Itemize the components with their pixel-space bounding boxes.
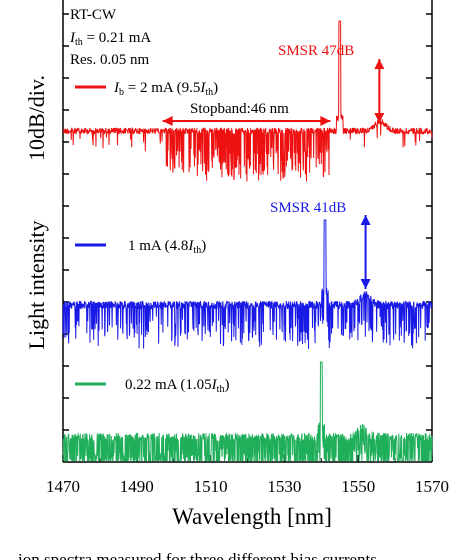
legend-label-blue: 1 mA (4.8Ith) (128, 238, 206, 256)
arrow-head (320, 116, 331, 126)
stopband-annotation: Stopband:46 nm (162, 101, 331, 126)
x-tick-label-1470: 1470 (46, 477, 80, 496)
x-tick-label-1530: 1530 (267, 477, 301, 496)
x-ticks: 1470 1490 1510 1530 1550 1570 (46, 455, 449, 496)
x-tick-label-1510: 1510 (194, 477, 228, 496)
y-axis-label: Light intensity (24, 221, 49, 350)
legend-blue: 1 mA (4.8Ith) (75, 238, 206, 256)
x-tick-label-1490: 1490 (120, 477, 154, 496)
stopband-arrow (162, 116, 331, 126)
plot-frame (62, 0, 433, 463)
condition-threshold: Ith = 0.21 mA (69, 30, 151, 48)
trace-1 (62, 219, 433, 349)
y-axis-scale-label: 10dB/div. (24, 75, 49, 161)
arrow-head (360, 215, 371, 225)
smsr-label-blue: SMSR 41dB (270, 200, 346, 216)
trace-0 (62, 20, 433, 182)
y-ticks (63, 13, 432, 431)
smsr-arrow-red (374, 59, 385, 123)
arrow-head (162, 116, 173, 126)
x-axis-label: Wavelength [nm] (172, 504, 332, 529)
spectrum-traces (62, 20, 433, 462)
legend-red: Ib = 2 mA (9.5Ith) (75, 80, 218, 98)
legend-label-green: 0.22 mA (1.05Ith) (125, 377, 229, 395)
arrow-head (360, 279, 371, 289)
caption-fragment: ion spectra measured for three different… (18, 550, 377, 560)
trace-2 (62, 361, 433, 462)
condition-resolution: Res. 0.05 nm (70, 52, 150, 68)
condition-rt-cw: RT-CW (70, 7, 117, 23)
smsr-label-red: SMSR 47dB (278, 43, 354, 59)
arrow-head (374, 113, 385, 123)
x-tick-label-1550: 1550 (341, 477, 375, 496)
arrow-head (374, 59, 385, 69)
smsr-arrow-blue (360, 215, 371, 289)
conditions-block: RT-CW Ith = 0.21 mA Res. 0.05 nm (69, 7, 151, 68)
x-tick-label-1570: 1570 (415, 477, 449, 496)
legend-green: 0.22 mA (1.05Ith) (75, 377, 229, 395)
stopband-label: Stopband:46 nm (190, 101, 289, 117)
legend-label-red: Ib = 2 mA (9.5Ith) (113, 80, 218, 98)
